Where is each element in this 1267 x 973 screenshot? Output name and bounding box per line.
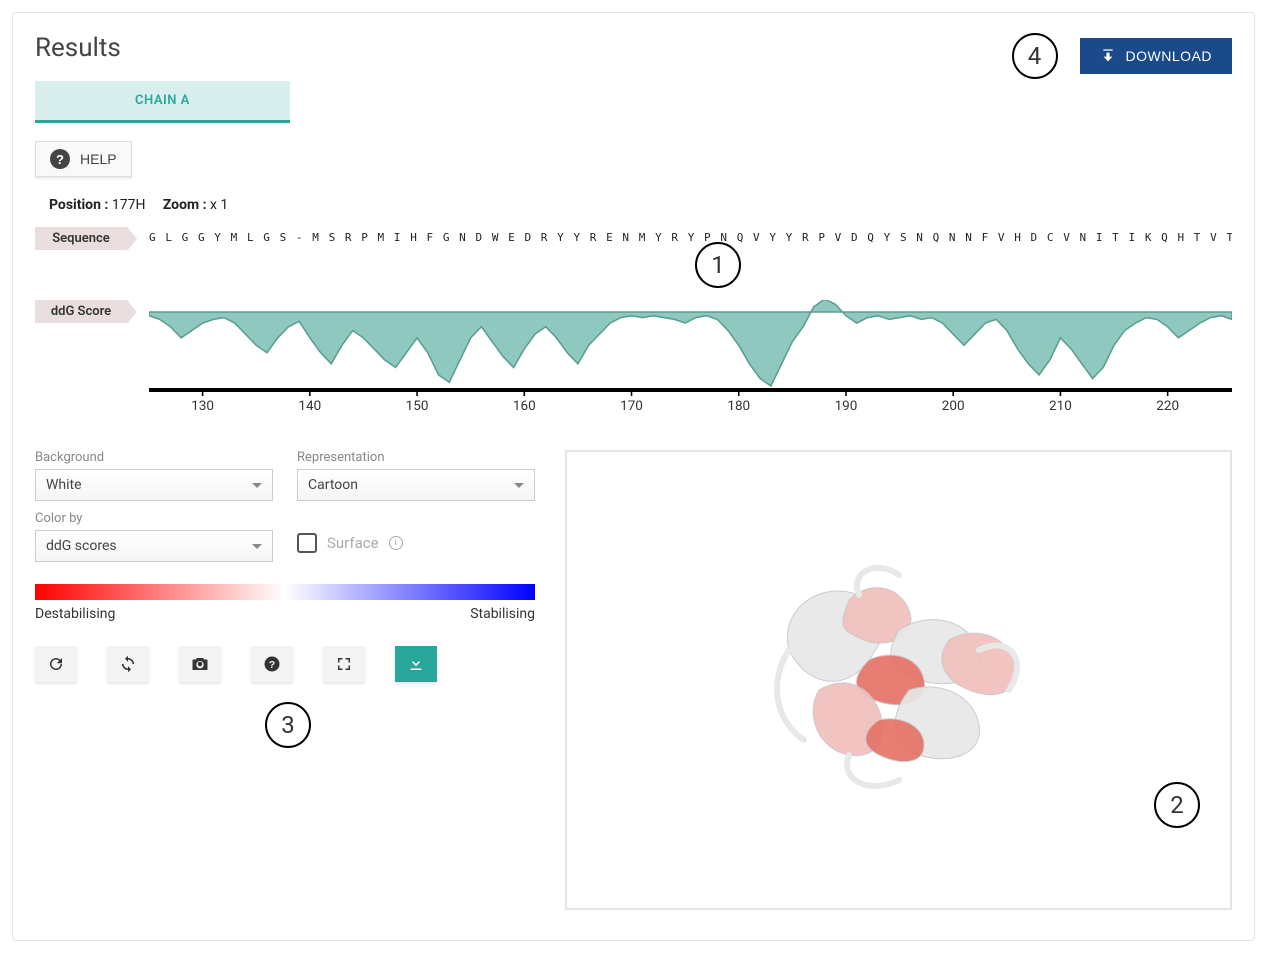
sync-button[interactable]	[107, 646, 149, 682]
download-icon	[407, 655, 425, 673]
info-icon[interactable]: i	[389, 536, 403, 550]
svg-text:140: 140	[298, 399, 321, 410]
background-value: White	[46, 477, 82, 493]
results-panel: Results 4 DOWNLOAD CHAIN A ? HELP Positi…	[12, 12, 1255, 941]
svg-text:190: 190	[835, 399, 858, 410]
svg-text:220: 220	[1156, 399, 1179, 410]
structure-viewer[interactable]: 2	[565, 450, 1232, 910]
callout-4: 4	[1012, 33, 1058, 79]
callout-3: 3	[265, 702, 311, 748]
callout-2: 2	[1154, 782, 1200, 828]
zoom-value: x 1	[210, 197, 228, 213]
protein-render	[749, 540, 1049, 820]
svg-text:170: 170	[620, 399, 643, 410]
svg-text:160: 160	[513, 399, 536, 410]
background-select[interactable]: White	[35, 469, 273, 501]
sequence-row: Sequence G L G G Y M L G S - M S R P M I…	[35, 227, 1232, 250]
chevron-down-icon	[514, 483, 524, 488]
refresh-icon	[47, 655, 65, 673]
ddg-label: ddG Score	[35, 300, 127, 323]
help-viewer-button[interactable]: ?	[251, 646, 293, 682]
controls-row: Background White Representation Cartoon …	[35, 450, 1232, 910]
fullscreen-icon	[335, 655, 353, 673]
sequence-text: G L G G Y M L G S - M S R P M I H F G N …	[149, 227, 1232, 244]
help-button[interactable]: ? HELP	[35, 141, 132, 177]
zoom-label: Zoom :	[163, 197, 207, 213]
download-icon	[1100, 48, 1116, 64]
status-row: Position : 177H Zoom : x 1	[35, 197, 1232, 213]
sequence-label: Sequence	[35, 227, 127, 250]
svg-text:130: 130	[191, 399, 214, 410]
help-icon: ?	[50, 149, 70, 169]
ddg-chart[interactable]: 130 140 150 160 170 180 190 200 210 220	[149, 300, 1232, 410]
help-label: HELP	[80, 151, 117, 167]
colorby-value: ddG scores	[46, 538, 117, 554]
header-row: Results 4 DOWNLOAD	[35, 33, 1232, 81]
colorby-select[interactable]: ddG scores	[35, 530, 273, 562]
color-gradient	[35, 584, 535, 600]
ddg-row: ddG Score 130 140 150 160 170 180 190 200 210 220	[35, 300, 1232, 410]
svg-text:180: 180	[727, 399, 750, 410]
download-viewer-button[interactable]	[395, 646, 437, 682]
tab-chain-a[interactable]: CHAIN A	[35, 81, 290, 123]
camera-button[interactable]	[179, 646, 221, 682]
tabs: CHAIN A	[35, 81, 1232, 123]
svg-text:150: 150	[406, 399, 429, 410]
gradient-left-label: Destabilising	[35, 606, 115, 622]
colorby-label: Color by	[35, 511, 273, 526]
download-button[interactable]: DOWNLOAD	[1080, 38, 1232, 74]
chevron-down-icon	[252, 483, 262, 488]
gradient-right-label: Stabilising	[470, 606, 535, 622]
sync-icon	[119, 655, 137, 673]
surface-label: Surface	[327, 534, 379, 552]
position-value: 177H	[112, 197, 146, 213]
svg-text:200: 200	[942, 399, 965, 410]
controls-column: Background White Representation Cartoon …	[35, 450, 535, 742]
viewer-toolbar: ?	[35, 646, 535, 682]
question-icon: ?	[263, 655, 281, 673]
surface-checkbox[interactable]	[297, 533, 317, 553]
download-label: DOWNLOAD	[1126, 48, 1212, 64]
callout-1: 1	[695, 242, 741, 288]
svg-text:?: ?	[269, 659, 275, 671]
background-label: Background	[35, 450, 273, 465]
svg-text:210: 210	[1049, 399, 1072, 410]
representation-value: Cartoon	[308, 477, 358, 493]
refresh-button[interactable]	[35, 646, 77, 682]
fullscreen-button[interactable]	[323, 646, 365, 682]
page-title: Results	[35, 33, 121, 63]
chevron-down-icon	[252, 544, 262, 549]
representation-select[interactable]: Cartoon	[297, 469, 535, 501]
representation-label: Representation	[297, 450, 535, 465]
position-label: Position :	[49, 197, 108, 213]
camera-icon	[191, 655, 209, 673]
